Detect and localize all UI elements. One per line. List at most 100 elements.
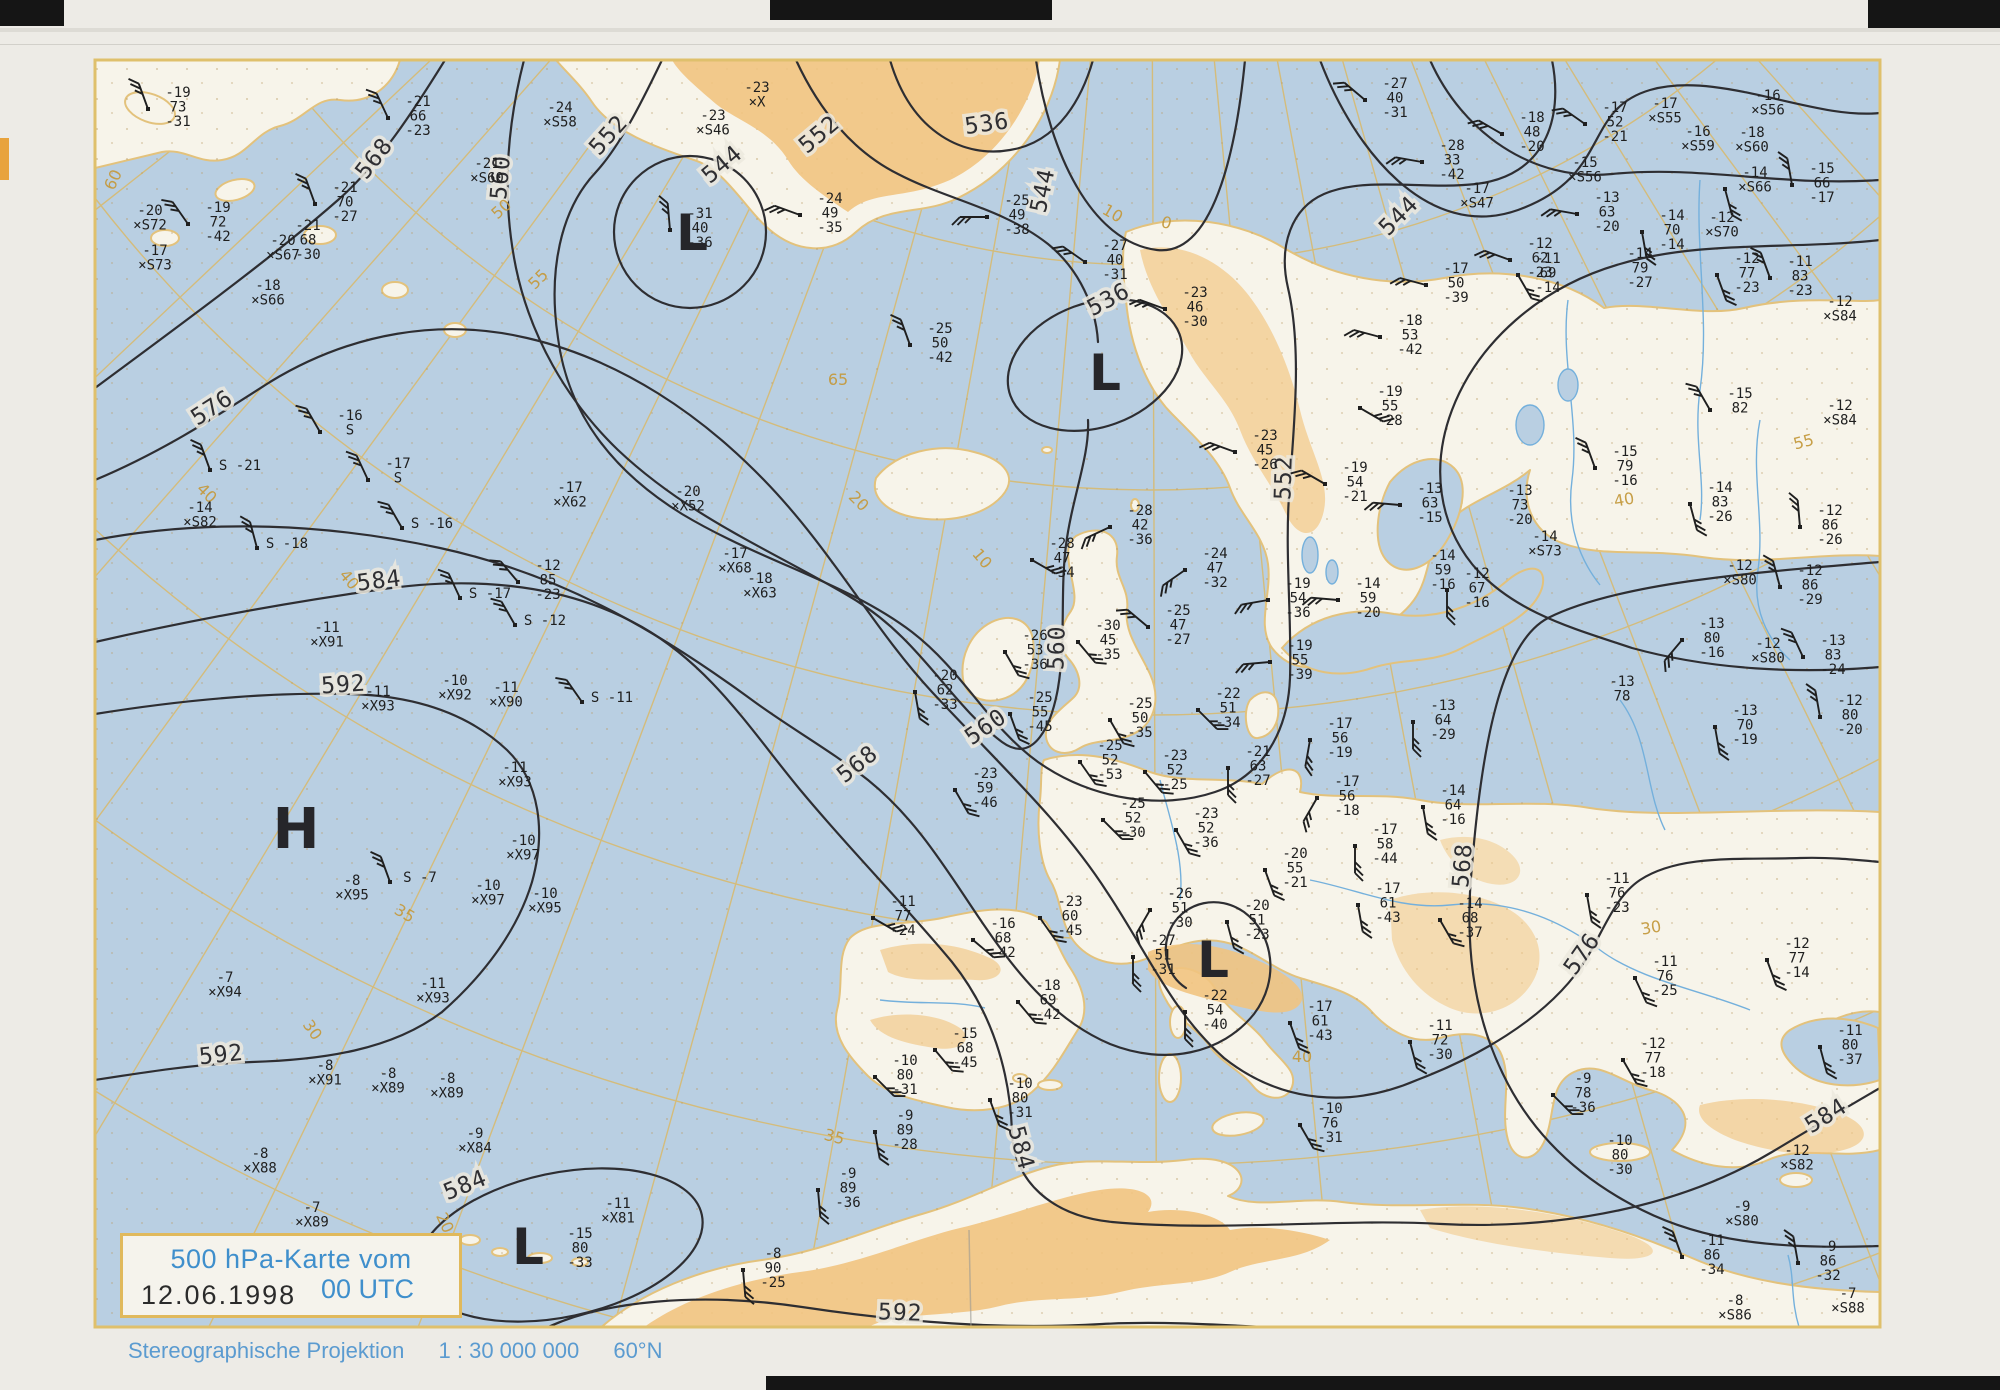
low-pressure-center: L xyxy=(512,1218,544,1276)
scale-label: 1 : 30 000 000 xyxy=(438,1338,580,1363)
station-plot: -7 ×S88 xyxy=(1831,1286,1865,1317)
station-plot: -9 78 -36 xyxy=(1551,1071,1596,1116)
station-plot: -20 55 -21 xyxy=(1263,846,1308,902)
station-plot: -28 47 -34 xyxy=(1030,536,1075,581)
low-pressure-center: L xyxy=(1089,344,1121,402)
station-plot: -9 ×X84 xyxy=(458,1126,492,1157)
svg-text:-978-36: -9 78 -36 xyxy=(1570,1071,1595,1116)
svg-text:-23×S46: -23 ×S46 xyxy=(696,108,730,139)
station-plot: -31 40 -36 xyxy=(658,195,713,251)
station-plot: -27 40 -31 xyxy=(1051,238,1128,283)
contour-label: 592 xyxy=(320,670,366,699)
svg-text:S -21: S -21 xyxy=(219,458,261,474)
station-plot: -12 ×S80 xyxy=(1723,558,1757,589)
latitude-label: 60°N xyxy=(613,1338,663,1363)
station-plot: -19 54 -36 xyxy=(1234,576,1311,621)
svg-text:-17×X68: -17 ×X68 xyxy=(718,546,752,577)
graticule-label: 30 xyxy=(1639,916,1662,938)
station-plot: -12 86 -29 xyxy=(1762,554,1823,608)
station-plot: -20 62 -33 xyxy=(913,668,958,726)
svg-text:-989-28: -9 89 -28 xyxy=(892,1108,917,1153)
station-plot: -15 79 -16 xyxy=(1575,436,1638,489)
svg-text:-11×X93: -11 ×X93 xyxy=(498,760,532,791)
svg-text:-11×X93: -11 ×X93 xyxy=(416,976,450,1007)
station-plot: -11 ×X81 xyxy=(601,1196,635,1227)
station-plot: -23 45 -26 xyxy=(1198,428,1278,473)
station-plot: -26 53 -36 xyxy=(1003,628,1048,680)
station-plot: -19 73 -31 xyxy=(128,77,191,130)
svg-text:S -7: S -7 xyxy=(403,870,437,886)
svg-text:S -12: S -12 xyxy=(524,613,566,629)
station-plot: -13 70 -19 xyxy=(1713,703,1758,761)
station-plot: -30 45 -35 xyxy=(1076,618,1121,665)
scan-artifact-left-tab xyxy=(0,138,9,180)
station-plot: -24 47 -32 xyxy=(1159,546,1228,597)
svg-text:-12×S80: -12 ×S80 xyxy=(1751,636,1785,667)
station-plot: -12 ×S84 xyxy=(1823,294,1857,325)
station-plot: -9 89 -36 xyxy=(816,1166,861,1225)
station-plot: -8 ×X88 xyxy=(243,1146,277,1177)
station-plot: S -11 xyxy=(555,676,633,706)
station-plot: -17 52 -21 xyxy=(1551,100,1628,145)
station-plot: -10 80 -31 xyxy=(988,1076,1033,1132)
svg-text:-17S: -17 S xyxy=(385,456,410,487)
scan-artifact-bottom xyxy=(766,1376,2000,1390)
station-plot: -7 ×X89 xyxy=(295,1200,329,1231)
scan-artifact-top-center xyxy=(770,0,1052,20)
station-plot: -23 52 -25 xyxy=(1143,748,1188,795)
station-plot: -21 ×S60 xyxy=(470,156,504,187)
svg-text:-8×X89: -8 ×X89 xyxy=(371,1066,405,1097)
station-plot: -18 ×S60 xyxy=(1735,125,1769,156)
chart-time: 00 UTC xyxy=(321,1274,415,1304)
station-plot: -10 ×X92 xyxy=(438,673,472,704)
svg-text:-17×S73: -17 ×S73 xyxy=(138,243,172,274)
station-plot: -13 83 -24 xyxy=(1780,627,1846,678)
contour-label: 560 xyxy=(486,154,516,201)
station-plot: -13 78 xyxy=(1609,674,1634,705)
station-plot: S -16 xyxy=(377,500,453,532)
svg-text:-8×X91: -8 ×X91 xyxy=(308,1058,342,1089)
svg-text:-10×X92: -10 ×X92 xyxy=(438,673,472,704)
svg-text:-24×S58: -24 ×S58 xyxy=(543,100,577,131)
contour-label: 552 xyxy=(1270,455,1298,500)
station-plot: S -17 xyxy=(437,568,511,602)
station-plot: -17 ×S55 xyxy=(1648,96,1682,127)
graticule-label: 55 xyxy=(1791,430,1816,454)
station-plot: -25 50 -42 xyxy=(890,313,953,366)
svg-text:-890-25: -8 90 -25 xyxy=(760,1246,785,1291)
svg-text:-18×X63: -18 ×X63 xyxy=(743,571,777,602)
station-plot: -17 ×S47 xyxy=(1460,181,1494,212)
svg-text:-8×S86: -8 ×S86 xyxy=(1718,1293,1752,1324)
station-plot: -24 ×S58 xyxy=(543,100,577,131)
station-plot: -10 76 -31 xyxy=(1298,1101,1343,1153)
station-plot: -19 72 -42 xyxy=(161,198,231,245)
station-plot: -8 ×S86 xyxy=(1718,1293,1752,1324)
low-pressure-center: L xyxy=(676,204,708,262)
svg-text:-20×S67: -20 ×S67 xyxy=(266,233,300,264)
station-plot: -13 63 -20 xyxy=(1540,190,1620,235)
